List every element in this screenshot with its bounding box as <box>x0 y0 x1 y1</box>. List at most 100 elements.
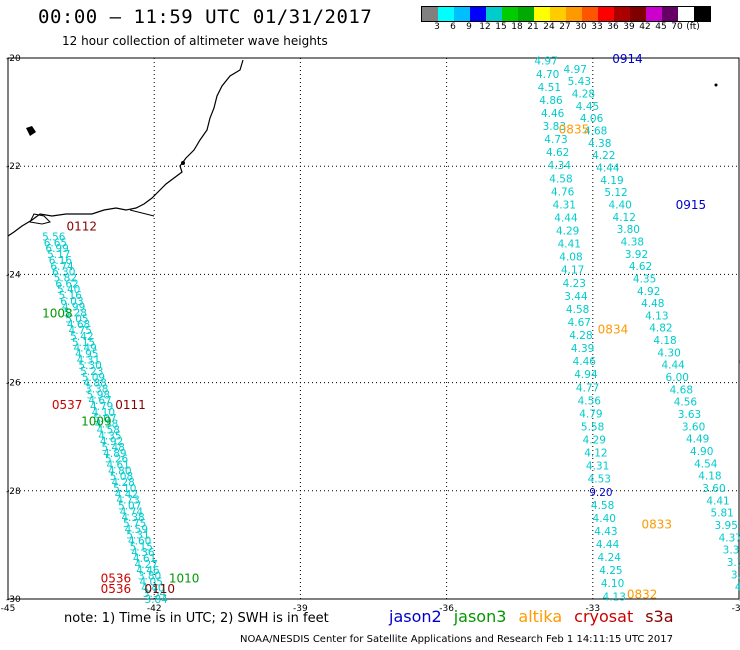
wave-height-value: 4.75 <box>69 325 92 337</box>
wave-height-value: 4.10 <box>601 578 624 590</box>
wave-height-value: 4.89 <box>103 448 126 460</box>
wave-height-value: 4.73 <box>116 495 139 507</box>
map-title: 00:00 – 11:59 UTC 01/31/2017 <box>38 6 373 28</box>
pass-time-label: 0110 <box>144 582 175 596</box>
colorbar-label: 36 <box>607 22 619 32</box>
wave-height-value: 4.58 <box>566 304 589 316</box>
wave-height-value: 4.58 <box>97 424 120 436</box>
wave-height-value: 4.31 <box>553 199 576 211</box>
pass-time-label: 0111 <box>115 398 146 412</box>
wave-height-value: 4.49 <box>686 434 709 446</box>
wave-height-value: 4.73 <box>544 134 567 146</box>
colorbar-swatch <box>582 7 598 21</box>
colorbar-label: 9 <box>466 22 472 32</box>
colorbar-label: 39 <box>623 22 635 32</box>
wave-height-value: 4.61 <box>133 553 156 565</box>
wave-height-value: 4.45 <box>576 101 599 113</box>
colorbar-label: 3 <box>434 22 440 32</box>
colorbar-swatch <box>694 7 710 21</box>
pass-time-label: 0536 <box>101 571 132 585</box>
colorbar-label: 70 <box>671 22 683 32</box>
wave-height-value: 4.62 <box>629 261 652 273</box>
wave-height-value: 4.49 <box>73 343 96 355</box>
pass-time-label: 0833 <box>642 517 673 531</box>
wave-height-value: 5.07 <box>118 500 141 512</box>
wave-height-value: 4.92 <box>100 436 123 448</box>
wave-height-value: 4.40 <box>141 582 164 594</box>
lat-tick-label: -22 <box>6 162 21 172</box>
wave-height-value: 3.92 <box>625 249 648 261</box>
wave-height-value: 4.10 <box>92 407 115 419</box>
lat-tick-label: -30 <box>6 595 21 605</box>
colorbar-swatch <box>550 7 566 21</box>
wave-height-value: 5.75 <box>123 518 146 530</box>
wave-height-value: 4.59 <box>125 524 148 536</box>
wave-height-value: 3.17 <box>731 569 740 581</box>
wave-height-value: 5.10 <box>113 483 136 495</box>
wave-height-value: 4.12 <box>613 212 636 224</box>
wave-height-value: 6.16 <box>49 255 73 267</box>
lon-tick-label: -36 <box>439 604 454 614</box>
wave-height-value: 3.80 <box>617 224 640 236</box>
wave-height-value: 3.84 <box>144 594 168 606</box>
footnote: note: 1) Time is in UTC; 2) SWH is in fe… <box>64 611 329 626</box>
wave-height-value: 4.58 <box>591 500 614 512</box>
lat-tick-label: -26 <box>6 379 21 389</box>
wave-height-value: 4.01 <box>735 582 740 594</box>
wave-height-value: 4.79 <box>579 408 602 420</box>
wave-height-value: 4.35 <box>98 430 121 442</box>
wave-height-value: 3.95 <box>715 520 738 532</box>
wave-height-value: 3.38 <box>85 384 108 396</box>
pass-time-label: 0915 <box>676 198 707 212</box>
wave-height-value: 4.22 <box>592 150 615 162</box>
wave-height-value: 3.39 <box>723 545 740 557</box>
wave-height-value: 3.44 <box>564 291 588 303</box>
wave-height-value: 4.19 <box>600 175 623 187</box>
coastline <box>7 59 718 237</box>
colorbar-labels: 3 6 9 12 15 18 21 24 27 30 33 36 39 42 45 70 (ft) <box>421 22 740 34</box>
wave-height-value: 6.30 <box>52 267 75 279</box>
wave-height-value: 5.43 <box>568 76 591 88</box>
wave-height-value: 5.56 <box>42 232 66 244</box>
wave-height-value: 4.28 <box>572 88 595 100</box>
wave-height-value: 5.23 <box>80 366 103 378</box>
wave-height-value: 4.42 <box>115 489 138 501</box>
lon-tick-label: -39 <box>293 604 308 614</box>
wave-height-value: 4.27 <box>135 559 158 571</box>
colorbar <box>421 6 711 22</box>
wave-height-value: 4.38 <box>588 138 611 150</box>
wave-height-value: 4.17 <box>561 265 584 277</box>
wave-height-value: 4.24 <box>598 552 622 564</box>
colorbar-swatch <box>646 7 662 21</box>
wave-height-value: 4.44 <box>596 539 620 551</box>
wave-height-value: 4.43 <box>594 526 617 538</box>
wave-height-value: 9.20 <box>589 487 612 499</box>
wave-height-value: 4.18 <box>653 335 676 347</box>
wave-height-value: 3.60 <box>702 483 725 495</box>
wave-height-value: 4.61 <box>106 460 129 472</box>
pass-time-labels: 0914091509160835083408330832011201110110… <box>42 52 740 602</box>
colorbar-label: 24 <box>543 22 555 32</box>
pass-time-label: 1009 <box>81 414 112 428</box>
lat-lon-grid <box>8 58 739 599</box>
wave-height-value: 3.76 <box>727 557 740 569</box>
wave-height-value: 4.29 <box>583 435 606 447</box>
wave-height-value: 5.58 <box>581 421 604 433</box>
wave-height-value: 4.97 <box>564 64 587 76</box>
colorbar-swatch <box>518 7 534 21</box>
wave-height-value: 5.81 <box>710 508 733 520</box>
wave-height-value: 4.13 <box>603 591 626 603</box>
satellite-legend: jason2 jason3 altika cryosat s3a <box>389 607 686 626</box>
wave-height-value: 6.99 <box>45 243 68 255</box>
wave-height-value: 4.40 <box>608 199 631 211</box>
wave-height-value: 4.56 <box>674 397 698 409</box>
wave-height-value: 4.44 <box>596 162 620 174</box>
wave-height-value: 4.31 <box>77 354 100 366</box>
wave-height-value: 4.53 <box>588 474 611 486</box>
wave-height-value: 4.56 <box>578 395 602 407</box>
credit-line: NOAA/NESDIS Center for Satellite Applica… <box>240 634 673 645</box>
wave-height-value: 4.29 <box>556 226 579 238</box>
wave-height-value: 5.98 <box>87 389 110 401</box>
pass-time-label: 0536 <box>101 582 132 596</box>
wave-height-value: 4.51 <box>538 82 561 94</box>
